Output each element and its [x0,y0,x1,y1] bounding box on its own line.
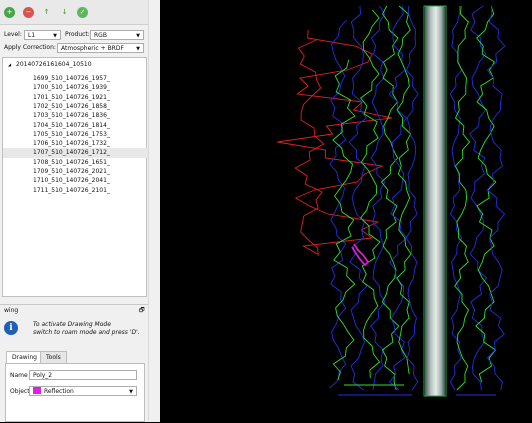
tree-item[interactable]: 1703_510_140726_1836_ [33,112,110,120]
reflection-polygon[interactable] [351,243,370,267]
tree-item[interactable]: 1709_510_140726_2021_ [33,168,110,175]
object-select[interactable]: Reflection ▼ [29,386,137,396]
flightline-outline [370,5,386,391]
expand-arrow-icon[interactable]: ◢ [8,62,12,67]
name-label: Name [10,372,28,379]
flightline-tree[interactable]: ◢ 20140726161604_10510 1699_510_140726_1… [2,57,174,297]
flightline-outline [469,5,488,391]
tree-item[interactable]: 1710_510_140726_2041_ [33,177,110,185]
product-select[interactable]: RGB ▼ [90,30,144,40]
float-icon[interactable]: 🗗 [139,307,145,314]
left-panel: + − ↑ ↓ ✓ Level: L1 ▼ Product: RGB ▼ App… [0,0,174,422]
object-label: Object [10,388,30,395]
tree-item[interactable]: 1701_510_140726_1921_ [33,93,110,101]
info-line-2: switch to roam mode and press 'D'. [33,329,140,336]
flightline-outline [360,9,381,379]
drawing-pane: Name Poly_2 Object Reflection ▼ [5,363,145,422]
correction-label: Apply Correction: [4,44,56,51]
level-value: L1 [28,32,36,39]
flightline-outline [294,39,325,257]
correction-select[interactable]: Atmospheric + BRDF ▼ [57,43,144,53]
product-value: RGB [94,32,107,39]
tree-root-label: 20140726161604_10510 [16,61,92,68]
level-label: Level: [4,31,22,38]
imagery-strip [425,6,445,396]
apply-icon[interactable]: ✓ [77,7,88,18]
flightline-outline [475,5,497,383]
info-message: To activate Drawing Mode switch to roam … [33,321,140,337]
info-icon: i [4,321,18,335]
tree-item[interactable]: 1705_510_140726_1753_ [33,130,110,138]
tree-item[interactable]: 1711_510_140726_2101_ [33,186,110,194]
info-line-1: To activate Drawing Mode [33,321,111,328]
flightline-outline [380,5,400,391]
flightline-outline [449,5,463,391]
chevron-down-icon: ▼ [136,33,140,39]
name-field[interactable]: Poly_2 [29,370,137,380]
tree-item[interactable]: 1707_510_140726_1712_ [3,148,174,159]
level-select[interactable]: L1 ▼ [24,30,61,40]
tree-root[interactable]: ◢ 20140726161604_10510 [8,61,92,68]
dock-title: wing [4,307,19,314]
flightline-outline [332,59,356,381]
dock-header: wing 🗗 ✕ [0,305,156,317]
flightline-outline [348,5,368,391]
chevron-down-icon: ▼ [53,33,57,39]
add-icon[interactable]: + [4,7,15,18]
flightline-outline [486,5,506,391]
flightline-outline [454,5,471,391]
tree-item[interactable]: 1700_510_140726_1939_ [33,84,110,92]
flightline-outline [329,19,347,389]
move-down-icon[interactable]: ↓ [61,8,68,16]
object-value: Reflection [44,388,74,395]
flightline-outline [388,5,408,391]
flightline-outline [405,5,419,391]
correction-value: Atmospheric + BRDF [61,45,124,52]
remove-icon[interactable]: − [23,7,34,18]
tree-item[interactable]: 1704_510_140726_1814_ [33,121,110,129]
map-view[interactable] [160,0,532,421]
name-value: Poly_2 [33,372,53,379]
imagery-strip-outline [423,5,447,397]
chevron-down-icon: ▼ [136,46,140,52]
flightline-outline [277,29,393,255]
chevron-down-icon: ▼ [129,389,133,395]
product-label: Product: [65,31,90,38]
toolbar: + − ↑ ↓ ✓ [0,0,150,25]
move-up-icon[interactable]: ↑ [43,8,50,16]
tree-item[interactable]: 1706_510_140726_1732_ [33,140,110,148]
drawing-dock: wing 🗗 ✕ i To activate Drawing Mode swit… [0,304,160,422]
flightline-outline [396,5,412,375]
color-swatch [33,387,41,394]
flightline-canvas[interactable] [160,0,532,421]
tree-item[interactable]: 1708_510_140726_1651_ [33,158,110,166]
splitter[interactable] [148,0,161,421]
tree-item[interactable]: 1702_510_140726_1858_ [33,102,110,110]
tree-item[interactable]: 1699_510_140726_1957_ [33,75,110,82]
